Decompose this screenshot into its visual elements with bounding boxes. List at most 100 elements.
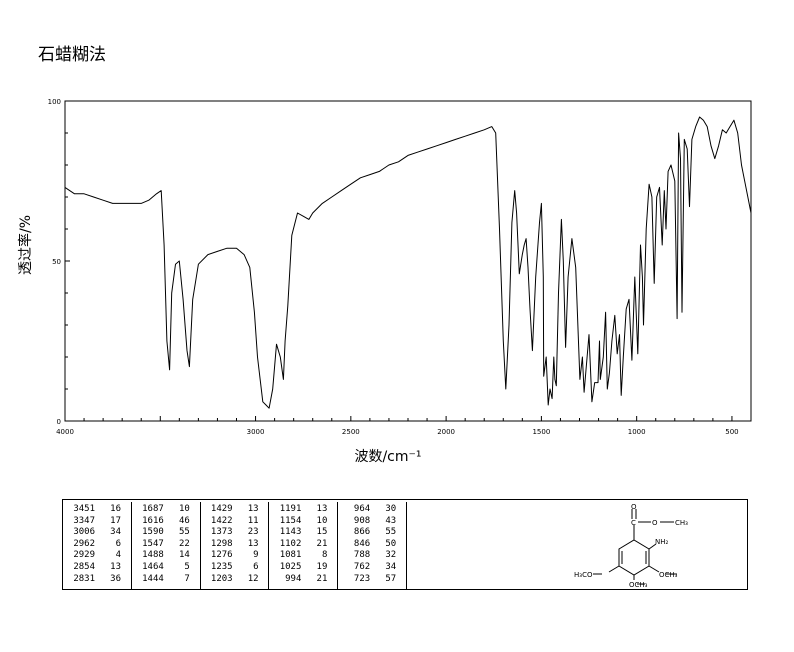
peak-wavenumber: 1590 xyxy=(142,527,164,538)
peak-wavenumber: 2962 xyxy=(73,538,95,549)
amino-label: NH₂ xyxy=(655,538,669,546)
peak-transmittance: 34 xyxy=(385,562,397,572)
x-tick-label: 500 xyxy=(725,428,738,436)
peak-transmittance: 5 xyxy=(184,562,190,572)
chart-title: 石蜡糊法 xyxy=(38,45,106,65)
ester-methyl-label: CH₃ xyxy=(675,519,688,527)
peak-wavenumber: 1025 xyxy=(279,562,302,572)
peak-wavenumber: 1547 xyxy=(142,538,164,549)
peak-wavenumber: 846 xyxy=(353,538,371,549)
peak-transmittance: 13 xyxy=(316,504,328,514)
x-tick-label: 2000 xyxy=(437,428,455,436)
peak-wavenumber: 908 xyxy=(353,515,371,526)
peak-transmittance: 21 xyxy=(316,573,328,584)
methoxy-left-label: H₃CO xyxy=(574,571,593,579)
peak-transmittance: 17 xyxy=(110,515,121,526)
peak-wavenumber: 866 xyxy=(353,527,371,538)
peak-transmittance: 14 xyxy=(178,550,190,561)
peak-wavenumber: 1276 xyxy=(210,550,233,561)
peak-transmittance: 16 xyxy=(110,504,121,514)
molecule-structure: O C O CH₃ NH₂ H₃CO OCH₃ OCH₃ xyxy=(574,503,688,589)
peak-transmittance: 50 xyxy=(385,538,397,549)
peak-transmittance: 11 xyxy=(247,515,259,526)
peak-column: 964 30 908 43 866 55 846 50 788 32 762 34 723 57 xyxy=(338,502,407,589)
peak-transmittance: 8 xyxy=(321,550,328,561)
y-tick-label: 50 xyxy=(52,258,61,266)
peak-wavenumber: 1102 xyxy=(279,538,302,549)
peak-wavenumber: 1616 xyxy=(142,515,164,526)
peak-transmittance: 10 xyxy=(178,504,190,514)
peak-transmittance: 55 xyxy=(178,527,190,538)
peak-wavenumber: 1687 xyxy=(142,504,164,514)
peak-wavenumber: 723 xyxy=(353,573,371,584)
peak-transmittance: 13 xyxy=(247,538,259,549)
x-tick-label: 1000 xyxy=(628,428,646,436)
peak-table: 3451 16 3347 17 3006 34 2962 6 2929 4 2854 13 2831 36… xyxy=(62,499,748,590)
y-tick-label: 0 xyxy=(57,418,61,426)
peak-transmittance: 21 xyxy=(316,538,328,549)
ester-carbon-label: C xyxy=(631,519,636,527)
peak-transmittance: 19 xyxy=(316,562,328,572)
peak-transmittance: 43 xyxy=(385,515,397,526)
ir-spectrum-chart: 4000 3000 2500 2000 1500 1000 500 0 50 100 波数/cm⁻… xyxy=(17,98,752,465)
peak-transmittance: 9 xyxy=(253,550,259,561)
peak-transmittance: 15 xyxy=(316,527,328,538)
peak-wavenumber: 762 xyxy=(353,562,371,572)
peak-transmittance: 36 xyxy=(110,573,121,584)
peak-wavenumber: 1191 xyxy=(279,504,302,514)
spectrum-line xyxy=(64,116,752,409)
ester-oxygen-label: O xyxy=(652,519,658,527)
peak-wavenumber: 2831 xyxy=(73,573,95,584)
peak-wavenumber: 2854 xyxy=(73,562,95,572)
x-tick-label: 2500 xyxy=(342,428,360,436)
peak-wavenumber: 3006 xyxy=(73,527,95,538)
peak-transmittance: 55 xyxy=(385,527,397,538)
peak-wavenumber: 1429 xyxy=(210,504,233,514)
peak-wavenumber: 964 xyxy=(353,504,371,514)
peak-wavenumber: 1373 xyxy=(210,527,233,538)
plot-frame xyxy=(64,100,752,422)
carbonyl-oxygen-label: O xyxy=(631,503,637,511)
peak-transmittance: 30 xyxy=(385,504,397,514)
peak-wavenumber: 1203 xyxy=(210,573,233,584)
peak-transmittance: 6 xyxy=(253,562,259,572)
peak-wavenumber: 994 xyxy=(285,573,302,584)
x-tick-label: 4000 xyxy=(56,428,74,436)
peak-transmittance: 13 xyxy=(110,562,121,572)
peak-transmittance: 4 xyxy=(115,550,121,561)
methoxy-right-label: OCH₃ xyxy=(659,571,678,579)
peak-transmittance: 57 xyxy=(385,573,397,584)
peak-transmittance: 32 xyxy=(385,550,397,561)
peak-transmittance: 10 xyxy=(316,515,328,526)
peak-wavenumber: 1298 xyxy=(210,538,233,549)
peak-wavenumber: 788 xyxy=(353,550,371,561)
peak-wavenumber: 3451 xyxy=(73,504,95,514)
peak-wavenumber: 1464 xyxy=(142,562,164,572)
y-axis-label: 透过率/% xyxy=(17,215,34,275)
peak-wavenumber: 1235 xyxy=(210,562,233,572)
x-axis-label: 波数/cm⁻¹ xyxy=(354,449,421,465)
peak-wavenumber: 1081 xyxy=(279,550,302,561)
peak-transmittance: 23 xyxy=(247,527,259,538)
peak-wavenumber: 1154 xyxy=(279,515,302,526)
x-tick-label: 1500 xyxy=(532,428,550,436)
peak-transmittance: 12 xyxy=(247,573,259,584)
peak-column: 1429 13 1422 11 1373 23 1298 13 1276 9 1235 6 1203 12 xyxy=(201,502,270,589)
peak-transmittance: 13 xyxy=(247,504,259,514)
peak-wavenumber: 1444 xyxy=(142,573,164,584)
peak-transmittance: 34 xyxy=(110,527,121,538)
peak-column: 3451 16 3347 17 3006 34 2962 6 2929 4 2854 13 2831 36 xyxy=(63,502,132,589)
y-tick-label: 100 xyxy=(48,98,61,106)
peak-wavenumber: 1422 xyxy=(210,515,233,526)
peak-transmittance: 6 xyxy=(115,538,121,549)
peak-wavenumber: 1143 xyxy=(279,527,302,538)
peak-wavenumber: 1488 xyxy=(142,550,164,561)
peak-wavenumber: 3347 xyxy=(73,515,95,526)
x-tick-label: 3000 xyxy=(247,428,265,436)
peak-transmittance: 22 xyxy=(178,538,190,549)
peak-transmittance: 46 xyxy=(178,515,190,526)
peak-column: 1687 10 1616 46 1590 55 1547 22 1488 14 1464 5 1444 7 xyxy=(132,502,201,589)
peak-wavenumber: 2929 xyxy=(73,550,95,561)
methoxy-bottom-label: OCH₃ xyxy=(629,581,648,589)
peak-transmittance: 7 xyxy=(184,573,190,584)
